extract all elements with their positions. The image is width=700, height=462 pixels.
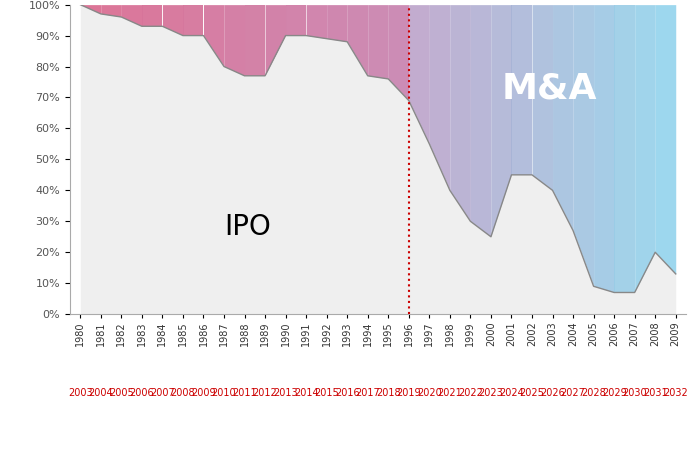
Text: M&A: M&A — [501, 71, 596, 105]
Text: IPO: IPO — [224, 213, 271, 242]
